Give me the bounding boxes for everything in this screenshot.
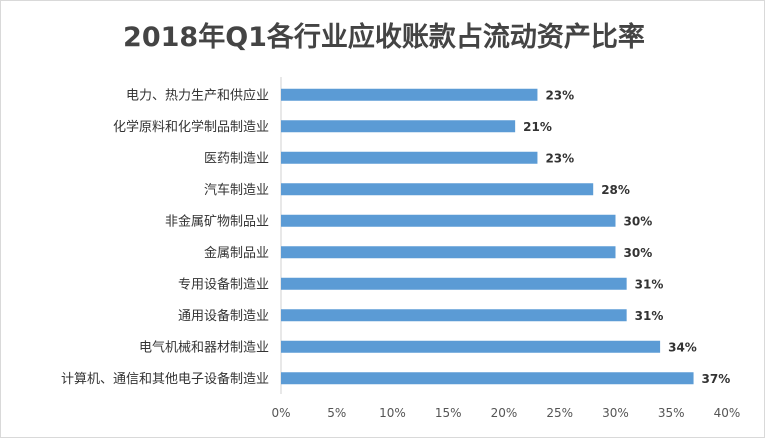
- bar: [281, 309, 627, 322]
- category-label: 计算机、通信和其他电子设备制造业: [61, 371, 269, 387]
- x-tick-label: 35%: [658, 406, 685, 420]
- bar: [281, 246, 616, 259]
- data-label: 37%: [702, 372, 731, 386]
- x-tick-label: 25%: [546, 406, 573, 420]
- x-tick-label: 30%: [602, 406, 629, 420]
- category-label: 医药制造业: [204, 151, 269, 166]
- bar: [281, 372, 694, 385]
- category-label: 电力、热力生产和供应业: [126, 87, 269, 103]
- category-label: 汽车制造业: [204, 182, 269, 198]
- category-label: 电气机械和器材制造业: [139, 339, 269, 355]
- x-tick-label: 0%: [271, 406, 290, 420]
- data-label: 31%: [635, 309, 664, 323]
- x-axis-tick-labels: 0% 5% 10% 15% 20% 25% 30% 35% 40%: [271, 406, 740, 420]
- category-labels: 电力、热力生产和供应业化学原料和化学制品制造业医药制造业汽车制造业非金属矿物制品…: [61, 87, 269, 387]
- x-tick-label: 15%: [435, 406, 462, 420]
- bar: [281, 88, 538, 101]
- data-label: 21%: [523, 120, 552, 134]
- bar: [281, 151, 538, 164]
- bar: [281, 183, 594, 196]
- bar: [281, 277, 627, 290]
- category-label: 非金属矿物制品业: [165, 213, 269, 229]
- category-label: 专用设备制造业: [178, 276, 269, 292]
- x-tick-label: 20%: [491, 406, 518, 420]
- x-tick-label: 40%: [714, 406, 741, 420]
- x-tick-label: 10%: [379, 406, 406, 420]
- category-label: 化学原料和化学制品制造业: [113, 119, 269, 135]
- bar: [281, 120, 516, 133]
- data-label: 34%: [668, 340, 697, 354]
- bars-layer: [281, 88, 694, 385]
- data-label: 31%: [635, 277, 664, 291]
- bar: [281, 340, 661, 353]
- data-label: 30%: [624, 246, 653, 260]
- data-label: 28%: [601, 183, 630, 197]
- chart-title: 2018年Q1各行业应收账款占流动资产比率: [123, 21, 645, 53]
- bar: [281, 214, 616, 227]
- data-label: 23%: [545, 88, 574, 102]
- data-label: 30%: [624, 214, 653, 228]
- data-label: 23%: [545, 151, 574, 165]
- x-tick-label: 5%: [327, 406, 346, 420]
- value-labels: 23% 21% 23% 28% 30% 30% 31% 31% 34% 37%: [523, 88, 730, 386]
- category-label: 通用设备制造业: [178, 308, 269, 324]
- category-label: 金属制品业: [204, 245, 269, 261]
